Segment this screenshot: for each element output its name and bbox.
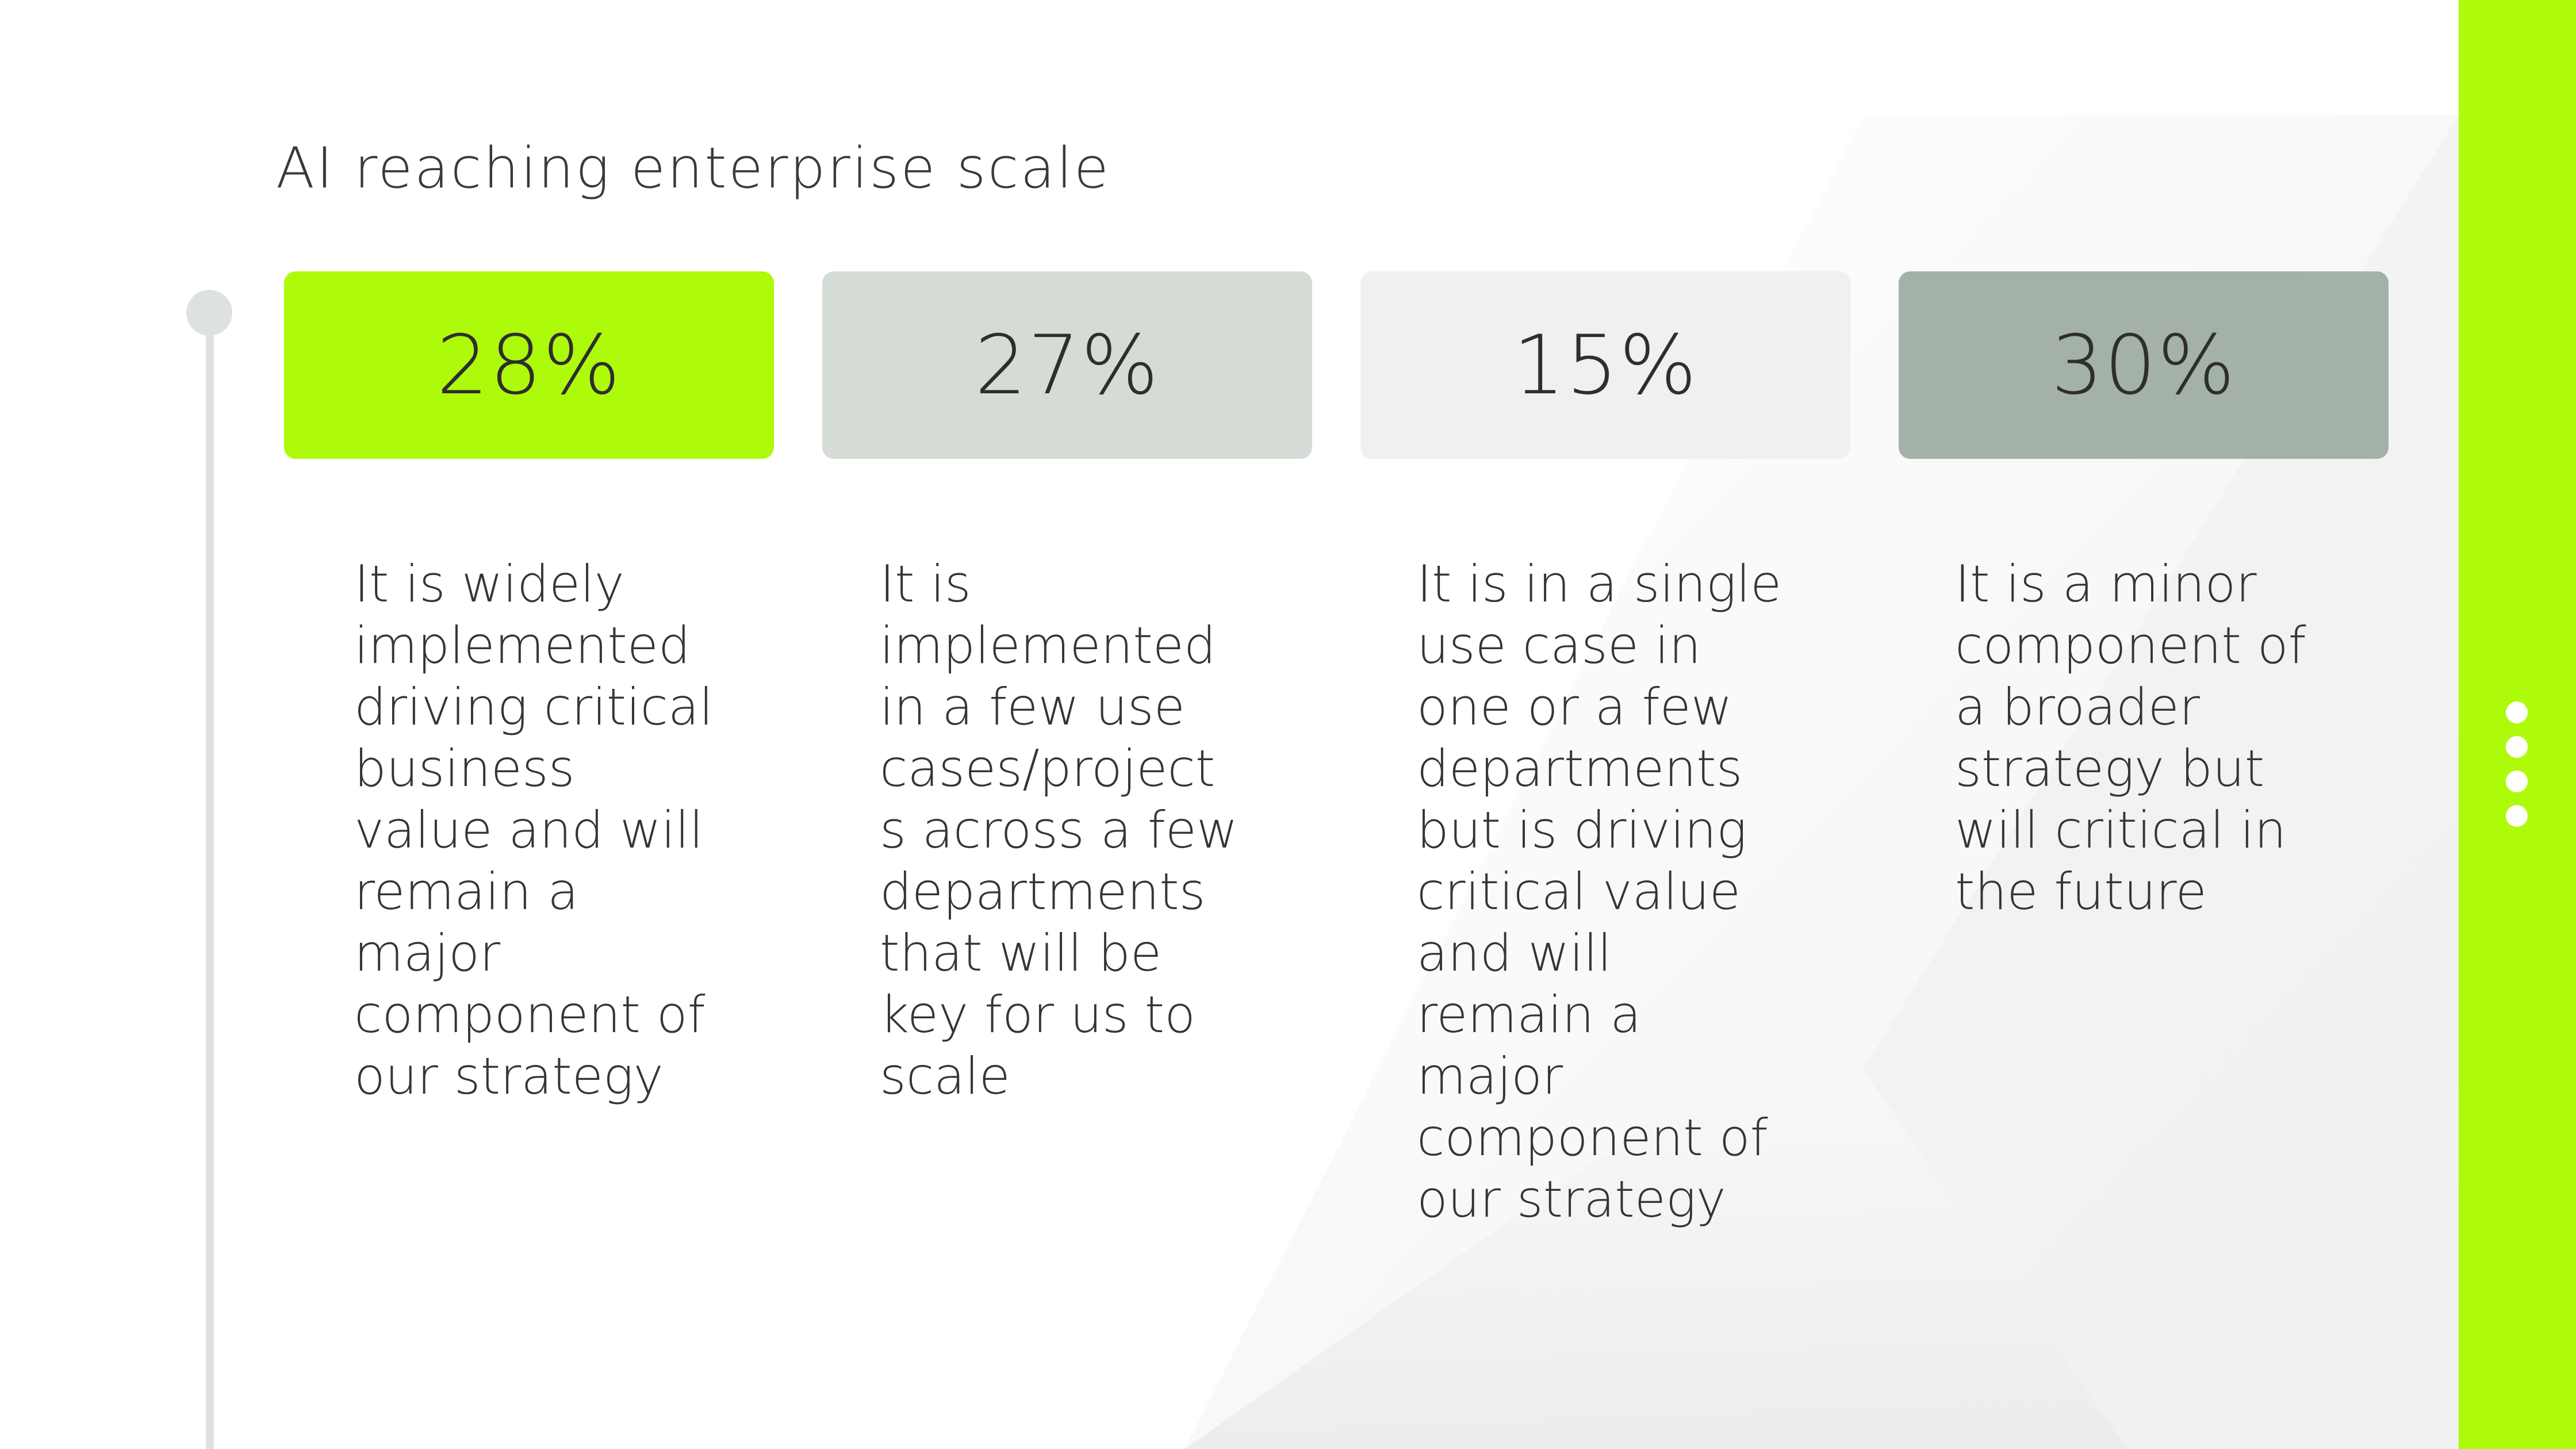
stat-description-2: It is implemented in a few use cases/pro…: [880, 554, 1238, 1106]
stat-value: 30%: [2051, 317, 2236, 413]
dot-icon[interactable]: [2506, 736, 2528, 758]
stat-description-4: It is a minor component of a broader str…: [1955, 554, 2306, 921]
stat-box-3: 15%: [1360, 271, 1850, 459]
stat-value: 28%: [436, 317, 622, 413]
stat-description-3: It is in a single use case in one or a f…: [1417, 554, 1782, 1229]
timeline-line: [206, 305, 214, 1449]
stat-description-1: It is widely implemented driving critica…: [354, 554, 714, 1106]
slide-title: AI reaching enterprise scale: [276, 136, 1111, 201]
stat-box-4: 30%: [1899, 271, 2389, 459]
timeline-dot: [186, 290, 232, 336]
stat-box-1: 28%: [284, 271, 774, 459]
stat-value: 27%: [975, 317, 1160, 413]
dot-icon[interactable]: [2506, 702, 2528, 723]
slide-navigation-dots[interactable]: [2506, 702, 2529, 839]
stat-value: 15%: [1513, 317, 1698, 413]
dot-icon[interactable]: [2506, 805, 2528, 827]
stat-box-2: 27%: [822, 271, 1312, 459]
accent-sidebar: [2459, 0, 2576, 1449]
dot-icon[interactable]: [2506, 770, 2528, 792]
